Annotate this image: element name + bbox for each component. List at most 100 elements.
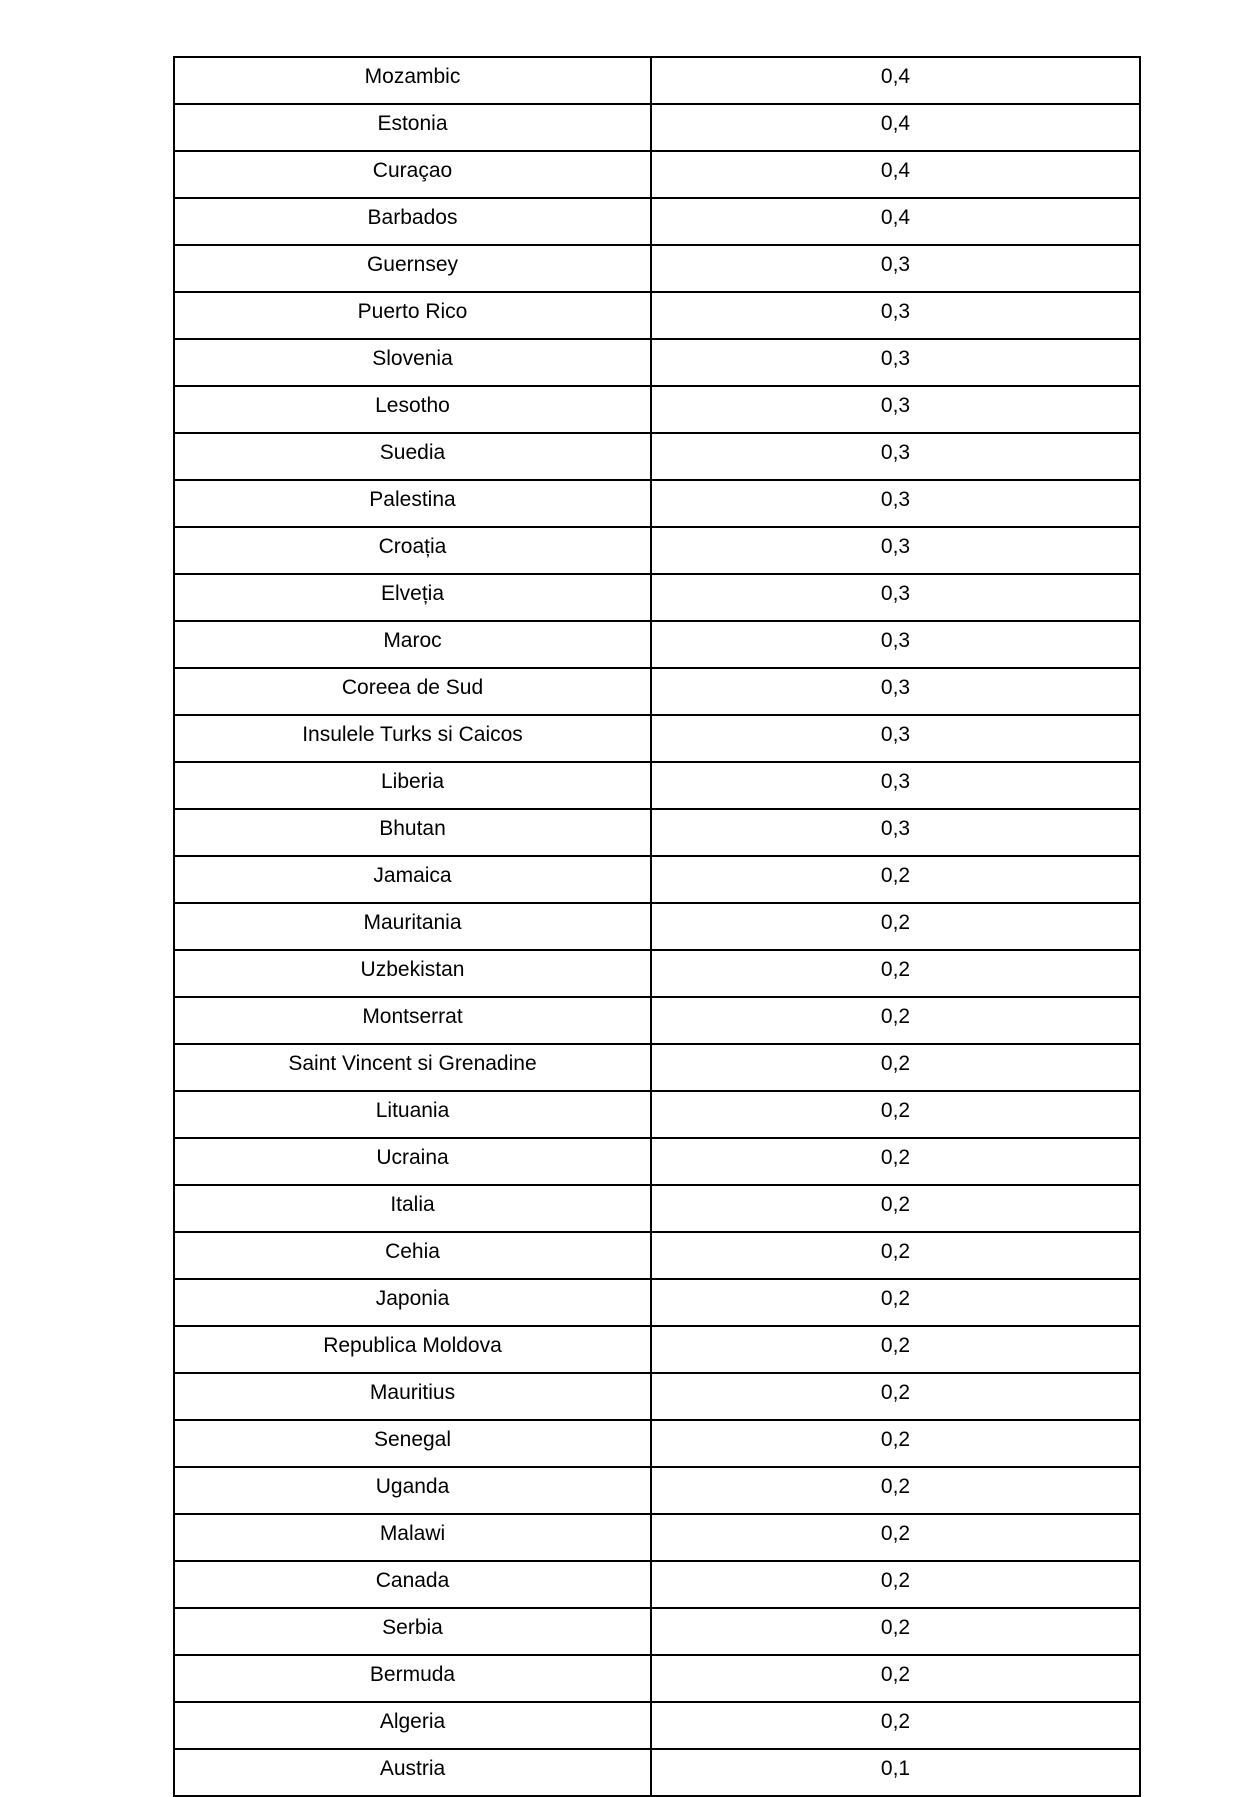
table-row: Japonia 0,2 xyxy=(173,1278,1141,1327)
country-cell: Uganda xyxy=(173,1466,652,1515)
table-row: Lituania 0,2 xyxy=(173,1090,1141,1139)
value-cell: 0,2 xyxy=(650,1325,1141,1374)
value-cell: 0,2 xyxy=(650,1560,1141,1609)
country-cell: Barbados xyxy=(173,197,652,246)
value-cell: 0,2 xyxy=(650,1090,1141,1139)
table-row: Montserrat 0,2 xyxy=(173,996,1141,1045)
table-row: Bermuda 0,2 xyxy=(173,1654,1141,1703)
country-cell: Lituania xyxy=(173,1090,652,1139)
country-cell: Mozambic xyxy=(173,56,652,105)
value-cell: 0,3 xyxy=(650,479,1141,528)
table-row: Uzbekistan 0,2 xyxy=(173,949,1141,998)
value-cell: 0,1 xyxy=(650,1748,1141,1797)
table-row: Austria 0,1 xyxy=(173,1748,1141,1797)
table-row: Guernsey 0,3 xyxy=(173,244,1141,293)
table-row: Mauritius 0,2 xyxy=(173,1372,1141,1421)
table-row: Palestina 0,3 xyxy=(173,479,1141,528)
value-cell: 0,3 xyxy=(650,338,1141,387)
table-row: Croația 0,3 xyxy=(173,526,1141,575)
table-row: Senegal 0,2 xyxy=(173,1419,1141,1468)
table-row: Insulele Turks si Caicos 0,3 xyxy=(173,714,1141,763)
table-row: Bhutan 0,3 xyxy=(173,808,1141,857)
value-cell: 0,2 xyxy=(650,1278,1141,1327)
country-cell: Slovenia xyxy=(173,338,652,387)
country-cell: Jamaica xyxy=(173,855,652,904)
table-row: Lesotho 0,3 xyxy=(173,385,1141,434)
country-cell: Uzbekistan xyxy=(173,949,652,998)
value-cell: 0,2 xyxy=(650,1137,1141,1186)
country-cell: Republica Moldova xyxy=(173,1325,652,1374)
country-cell: Elveția xyxy=(173,573,652,622)
country-cell: Lesotho xyxy=(173,385,652,434)
document-page: Mozambic 0,4 Estonia 0,4 Curaçao 0,4 Barbados 0… xyxy=(173,56,1141,1797)
value-cell: 0,2 xyxy=(650,1513,1141,1562)
table-row: Italia 0,2 xyxy=(173,1184,1141,1233)
value-cell: 0,3 xyxy=(650,526,1141,575)
country-cell: Coreea de Sud xyxy=(173,667,652,716)
value-cell: 0,2 xyxy=(650,1184,1141,1233)
country-cell: Serbia xyxy=(173,1607,652,1656)
country-cell: Saint Vincent si Grenadine xyxy=(173,1043,652,1092)
value-cell: 0,2 xyxy=(650,1466,1141,1515)
table-row: Estonia 0,4 xyxy=(173,103,1141,152)
country-table-body: Mozambic 0,4 Estonia 0,4 Curaçao 0,4 Barbados 0… xyxy=(173,56,1141,1797)
country-cell: Canada xyxy=(173,1560,652,1609)
value-cell: 0,2 xyxy=(650,1607,1141,1656)
value-cell: 0,3 xyxy=(650,385,1141,434)
country-cell: Curaçao xyxy=(173,150,652,199)
country-cell: Cehia xyxy=(173,1231,652,1280)
country-cell: Algeria xyxy=(173,1701,652,1750)
value-cell: 0,3 xyxy=(650,432,1141,481)
country-cell: Estonia xyxy=(173,103,652,152)
country-cell: Insulele Turks si Caicos xyxy=(173,714,652,763)
table-row: Ucraina 0,2 xyxy=(173,1137,1141,1186)
table-row: Coreea de Sud 0,3 xyxy=(173,667,1141,716)
country-cell: Puerto Rico xyxy=(173,291,652,340)
value-cell: 0,4 xyxy=(650,197,1141,246)
value-cell: 0,3 xyxy=(650,667,1141,716)
table-row: Serbia 0,2 xyxy=(173,1607,1141,1656)
table-row: Cehia 0,2 xyxy=(173,1231,1141,1280)
country-cell: Ucraina xyxy=(173,1137,652,1186)
value-cell: 0,3 xyxy=(650,808,1141,857)
country-cell: Malawi xyxy=(173,1513,652,1562)
value-cell: 0,3 xyxy=(650,573,1141,622)
country-cell: Mauritania xyxy=(173,902,652,951)
value-cell: 0,3 xyxy=(650,291,1141,340)
table-row: Elveția 0,3 xyxy=(173,573,1141,622)
value-cell: 0,4 xyxy=(650,150,1141,199)
table-row: Slovenia 0,3 xyxy=(173,338,1141,387)
table-row: Malawi 0,2 xyxy=(173,1513,1141,1562)
country-cell: Mauritius xyxy=(173,1372,652,1421)
value-cell: 0,2 xyxy=(650,855,1141,904)
country-cell: Croația xyxy=(173,526,652,575)
country-cell: Senegal xyxy=(173,1419,652,1468)
table-row: Mauritania 0,2 xyxy=(173,902,1141,951)
country-cell: Bermuda xyxy=(173,1654,652,1703)
value-cell: 0,2 xyxy=(650,1701,1141,1750)
country-value-table: Mozambic 0,4 Estonia 0,4 Curaçao 0,4 Barbados 0… xyxy=(173,56,1141,1797)
value-cell: 0,3 xyxy=(650,620,1141,669)
country-cell: Maroc xyxy=(173,620,652,669)
country-cell: Montserrat xyxy=(173,996,652,1045)
country-value-table-container: Mozambic 0,4 Estonia 0,4 Curaçao 0,4 Barbados 0… xyxy=(173,56,1141,1797)
table-row: Liberia 0,3 xyxy=(173,761,1141,810)
table-row: Puerto Rico 0,3 xyxy=(173,291,1141,340)
value-cell: 0,2 xyxy=(650,1654,1141,1703)
value-cell: 0,3 xyxy=(650,244,1141,293)
country-cell: Liberia xyxy=(173,761,652,810)
country-cell: Suedia xyxy=(173,432,652,481)
table-row: Maroc 0,3 xyxy=(173,620,1141,669)
table-row: Algeria 0,2 xyxy=(173,1701,1141,1750)
value-cell: 0,2 xyxy=(650,949,1141,998)
country-cell: Bhutan xyxy=(173,808,652,857)
country-cell: Italia xyxy=(173,1184,652,1233)
value-cell: 0,2 xyxy=(650,1372,1141,1421)
table-row: Saint Vincent si Grenadine 0,2 xyxy=(173,1043,1141,1092)
value-cell: 0,3 xyxy=(650,761,1141,810)
table-row: Suedia 0,3 xyxy=(173,432,1141,481)
table-row: Curaçao 0,4 xyxy=(173,150,1141,199)
value-cell: 0,2 xyxy=(650,1419,1141,1468)
value-cell: 0,3 xyxy=(650,714,1141,763)
country-cell: Austria xyxy=(173,1748,652,1797)
